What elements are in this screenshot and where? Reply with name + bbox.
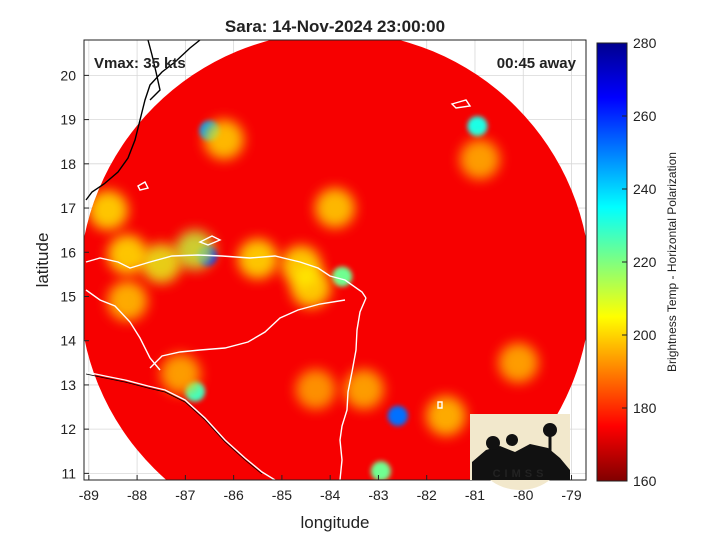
- brightness-feature: [203, 119, 244, 160]
- y-tick-label: 16: [60, 244, 76, 260]
- brightness-feature: [498, 342, 539, 383]
- brightness-feature: [467, 116, 488, 137]
- brightness-features: [88, 116, 539, 480]
- brightness-feature: [370, 461, 391, 480]
- colorbar-ticks: 160 180 200 220 240 260 280: [622, 35, 657, 489]
- x-tick-label: -80: [513, 487, 533, 503]
- y-tick-label: 19: [60, 112, 76, 128]
- brightness-feature: [426, 395, 467, 436]
- y-tick-label: 14: [60, 333, 76, 349]
- time-offset-annotation: 00:45 away: [497, 55, 577, 72]
- coastline-mosquitia: [339, 297, 367, 480]
- x-tick-label: -85: [272, 487, 292, 503]
- colorbar-tick-label: 180: [633, 400, 657, 416]
- y-tick-label: 20: [60, 67, 76, 83]
- chart-title: Sara: 14-Nov-2024 23:00:00: [225, 17, 445, 36]
- y-tick-label: 18: [60, 156, 76, 172]
- colorbar-label: Brightness Temp - Horizontal Polarizatio…: [665, 152, 679, 372]
- island-bay-islands: [198, 235, 222, 246]
- brightness-feature: [141, 243, 182, 284]
- brightness-feature: [88, 190, 129, 231]
- island-roatan: [137, 181, 150, 191]
- island-small: [437, 401, 443, 409]
- brightness-feature: [315, 188, 355, 229]
- x-tick-label: -86: [224, 487, 244, 503]
- island-cayman: [450, 99, 472, 109]
- colorbar-tick-label: 260: [633, 108, 657, 124]
- brightness-feature: [290, 267, 331, 308]
- x-tick-label: -79: [561, 487, 581, 503]
- coastlines: [85, 40, 472, 480]
- brightness-feature: [459, 139, 500, 180]
- logo-text: CIMSS: [493, 468, 548, 480]
- x-tick-label: -88: [127, 487, 147, 503]
- y-tick-label: 11: [61, 465, 76, 481]
- y-axis-ticks: 11 12 13 14 15 16 17 18 19 20: [60, 67, 89, 481]
- logo-tower-tank: [543, 423, 557, 437]
- x-tick-label: -81: [465, 487, 485, 503]
- brightness-feature: [160, 353, 201, 394]
- logo-silhouette: [472, 444, 570, 480]
- colorbar-tick-label: 240: [633, 181, 657, 197]
- x-tick-label: -87: [175, 487, 195, 503]
- y-tick-label: 13: [60, 377, 76, 393]
- x-tick-label: -89: [79, 487, 99, 503]
- colorbar-tick-label: 200: [633, 327, 657, 343]
- coastline-cuba-west: [147, 40, 161, 101]
- brightness-feature: [295, 369, 336, 410]
- logo-dish-2: [506, 434, 518, 446]
- coastline-pacific-black: [85, 373, 263, 475]
- plot-frame: [83, 39, 587, 481]
- border-honduras-nicaragua: [149, 299, 346, 369]
- colorbar-tick-label: 220: [633, 254, 657, 270]
- brightness-feature: [107, 234, 148, 275]
- y-tick-label: 15: [60, 288, 76, 304]
- x-tick-label: -83: [368, 487, 388, 503]
- border-guatemala-honduras: [85, 289, 161, 371]
- coastline-honduras-north: [85, 254, 367, 299]
- x-axis-label: longitude: [300, 513, 369, 532]
- x-tick-label: -82: [417, 487, 437, 503]
- swath-layer: [84, 40, 586, 480]
- y-tick-label: 12: [60, 421, 76, 437]
- coastline-yucatan-belize: [85, 40, 201, 201]
- x-tick-label: -84: [320, 487, 340, 503]
- brightness-feature: [107, 280, 148, 321]
- x-axis-ticks: -89 -88 -87 -86 -85 -84 -83 -82 -81 -80 -79: [79, 475, 582, 503]
- cimss-logo: CIMSS: [470, 414, 570, 490]
- brightness-feature: [343, 369, 384, 410]
- logo-dish-1: [486, 436, 500, 450]
- y-axis-label: latitude: [33, 233, 52, 288]
- brightness-feature: [237, 238, 278, 279]
- colorbar-tick-label: 280: [633, 35, 657, 51]
- brightness-feature: [387, 405, 408, 426]
- coastline-pacific: [85, 371, 276, 480]
- y-tick-label: 17: [60, 200, 76, 216]
- colorbar: 160 180 200 220 240 260 280 Brightness Temp - …: [596, 35, 679, 489]
- vmax-annotation: Vmax: 35 kts: [94, 55, 186, 72]
- colorbar-tick-label: 160: [633, 473, 657, 489]
